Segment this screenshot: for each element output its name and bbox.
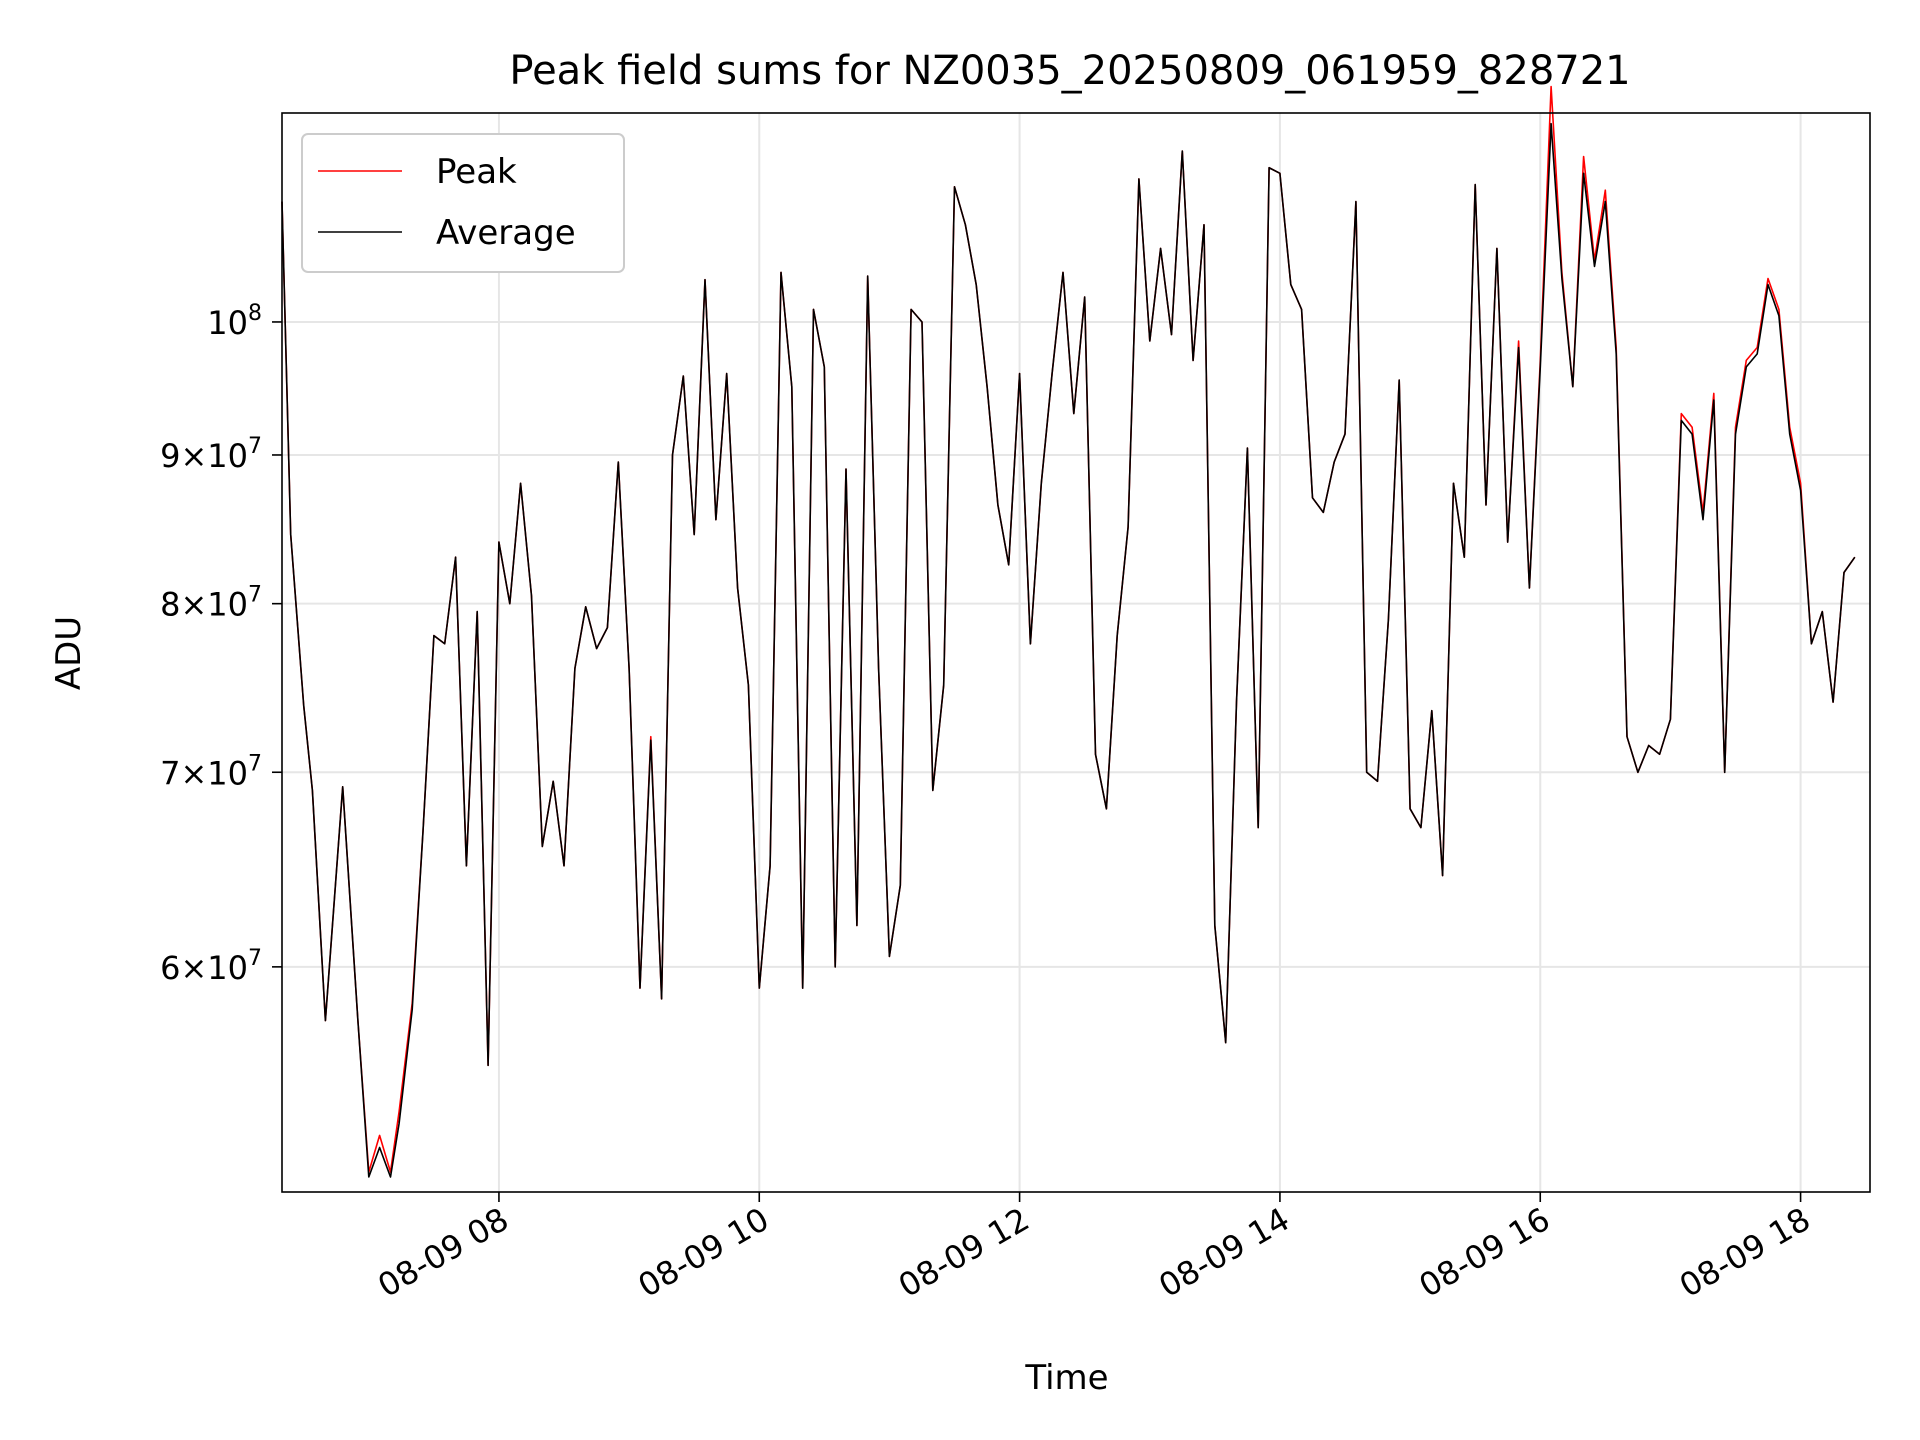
y-tick-label: 108 — [207, 301, 262, 342]
legend: Peak Average — [301, 133, 625, 273]
grid — [282, 113, 1870, 1192]
y-tick-label: 8×107 — [160, 583, 262, 624]
legend-box — [301, 133, 625, 273]
series-line-average — [281, 122, 1856, 1178]
plot-frame — [281, 112, 1871, 1193]
legend-average-label: Average — [436, 213, 576, 253]
chart-title: Peak field sums for NZ0035_20250809_0619… — [509, 48, 1630, 94]
series-layer — [281, 85, 1856, 1178]
y-tick-label: 7×107 — [160, 751, 262, 792]
y-axis-label: ADU — [49, 616, 89, 690]
legend-peak-label: Peak — [436, 152, 517, 192]
y-axis: 6×107 7×107 8×107 9×107 108 — [160, 301, 282, 987]
x-axis-label: Time — [1024, 1358, 1108, 1398]
y-tick-label: 6×107 — [160, 946, 262, 987]
y-tick-label: 9×107 — [160, 434, 262, 475]
